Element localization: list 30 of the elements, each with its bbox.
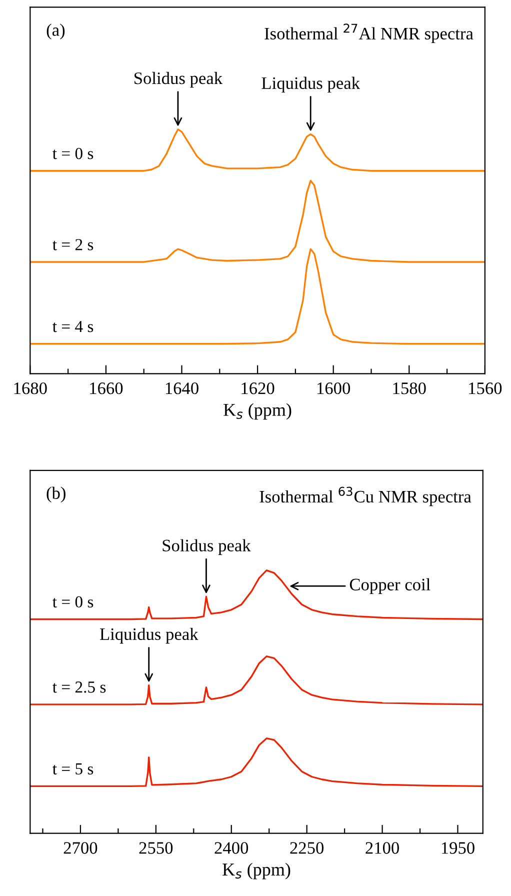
x-tick-label: 2400 [214, 842, 248, 854]
x-tick-label: 1600 [318, 382, 350, 394]
annotation: Liquidus peak [262, 76, 360, 93]
x-tick-label: 2700 [64, 842, 98, 854]
chart-title: Isothermal $^{27}$Al NMR spectra [264, 24, 474, 44]
chart-title: Isothermal $^{63}$Cu NMR spectra [260, 486, 472, 506]
x-tick-label: 1580 [393, 382, 426, 394]
x-tick-label: 1950 [442, 842, 474, 854]
series-label: t = 5 s [52, 763, 94, 774]
x-axis-title: K$_{s}$ (ppm) [224, 403, 292, 420]
x-tick-label: 1680 [14, 382, 47, 394]
series-label: t = 0 s [52, 148, 94, 160]
x-tick-label: 2100 [366, 842, 399, 854]
x-tick-label: 1640 [166, 382, 198, 394]
annotation: Solidus peak [162, 539, 251, 555]
x-tick-label: 1620 [242, 382, 274, 394]
x-axis-title: K$_{s}$ (ppm) [222, 862, 290, 880]
series-label: t = 4 s [52, 320, 94, 332]
annotation: Solidus peak [134, 72, 223, 88]
x-tick-label: 1660 [90, 382, 123, 394]
series-label: t = 0 s [52, 596, 94, 608]
x-tick-label: 2550 [139, 842, 173, 854]
annotation: Copper coil [350, 578, 430, 594]
text: (b) [46, 486, 66, 502]
annotation: Liquidus peak [100, 628, 198, 644]
series-label: t = 2 s [52, 239, 94, 250]
x-tick-label: 2250 [290, 842, 324, 854]
x-tick-label: 1560 [469, 382, 502, 394]
text: (a) [46, 24, 65, 40]
series-label: t = 2.5 s [52, 682, 106, 693]
